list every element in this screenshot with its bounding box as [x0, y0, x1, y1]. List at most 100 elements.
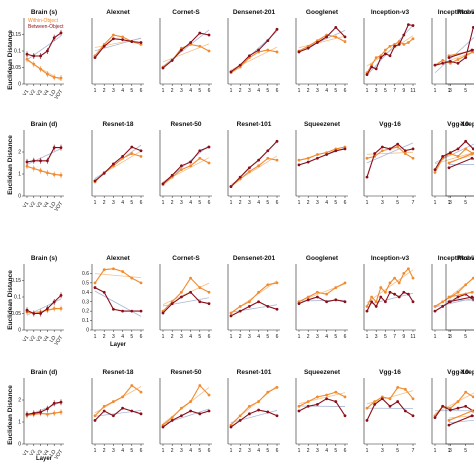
data-point — [297, 50, 301, 54]
trend-line — [162, 157, 210, 183]
data-point — [456, 147, 460, 151]
data-point — [102, 268, 106, 272]
data-point — [161, 182, 165, 186]
panel-title: Inception-v3 — [371, 9, 410, 16]
x-tick-label: 5 — [198, 200, 201, 206]
x-tick-label: 3 — [180, 200, 183, 206]
data-point — [441, 305, 445, 308]
panel-title: Alexnet — [106, 255, 130, 262]
data-point — [306, 160, 310, 164]
x-tick-label: 3 — [248, 200, 251, 206]
data-point — [130, 309, 134, 313]
data-point — [448, 151, 452, 155]
data-point — [447, 295, 451, 299]
y-tick-label: 0.3 — [82, 299, 89, 305]
data-point — [238, 305, 242, 308]
data-point — [334, 298, 338, 302]
row-y-label-0: Euclidean Distance — [7, 30, 14, 90]
data-point — [139, 412, 143, 416]
data-point — [456, 61, 460, 65]
data-point — [343, 281, 347, 285]
data-point — [46, 171, 49, 175]
x-axis-label: Layer — [36, 456, 53, 462]
x-tick-label: 2 — [307, 448, 310, 454]
data-point — [266, 410, 270, 414]
data-point — [325, 292, 328, 296]
data-point — [238, 63, 242, 67]
data-point — [411, 37, 415, 41]
data-point — [93, 179, 97, 183]
data-point — [297, 158, 301, 162]
data-point — [112, 162, 115, 166]
data-point — [93, 419, 97, 422]
data-point — [379, 56, 383, 59]
x-tick-label: 4 — [121, 200, 124, 206]
data-point — [441, 404, 445, 408]
panel-11: Resnet-101 1 2 3 4 5 6 — [227, 121, 280, 206]
trend-line — [26, 35, 62, 61]
data-point — [297, 404, 301, 408]
data-point — [170, 302, 174, 305]
data-point — [306, 295, 310, 299]
x-tick-label: 1 — [366, 88, 369, 94]
x-tick-label: 6 — [344, 448, 347, 454]
x-tick-label: 3 — [381, 200, 384, 206]
x-tick-label: 11 — [410, 88, 415, 94]
series-line — [26, 295, 62, 315]
series-line — [434, 391, 474, 417]
data-point — [257, 400, 260, 403]
x-tick-label: 5 — [464, 448, 467, 454]
data-point — [198, 412, 202, 416]
x-tick-label: 4 — [257, 448, 260, 454]
data-point — [207, 49, 211, 53]
trend-line — [94, 273, 142, 279]
data-point — [39, 67, 42, 71]
trend-line — [162, 29, 210, 67]
panel-title: Mobilene — [458, 9, 474, 16]
data-point — [207, 302, 211, 305]
x-tick-label: 2 — [103, 200, 106, 206]
data-point — [334, 400, 338, 403]
data-point — [447, 56, 451, 59]
trend-line — [230, 304, 278, 313]
data-point — [39, 169, 42, 173]
data-point — [59, 410, 63, 414]
data-point — [365, 419, 369, 422]
data-point — [180, 295, 183, 299]
data-point — [257, 408, 260, 412]
data-point — [374, 300, 378, 304]
row-y-label-2: Euclidean Distance — [7, 270, 14, 330]
data-point — [388, 397, 392, 401]
data-point — [238, 414, 242, 418]
data-point — [411, 24, 415, 27]
data-point — [297, 302, 301, 305]
series-line — [448, 157, 474, 169]
data-point — [470, 156, 474, 160]
series-line — [230, 386, 278, 426]
y-tick-label: 2 — [18, 398, 21, 404]
series-line — [94, 287, 141, 312]
y-tick-label: 0.05 — [11, 311, 21, 317]
x-tick-label: 4 — [189, 448, 192, 454]
data-point — [39, 159, 42, 163]
data-point — [448, 59, 452, 63]
panel-title: Densenet-201 — [233, 255, 276, 262]
data-point — [403, 409, 407, 413]
panel-title: Xceptio — [460, 369, 474, 376]
data-point — [471, 26, 474, 29]
trend-line — [162, 282, 210, 305]
data-point — [59, 146, 63, 150]
series-line — [298, 148, 346, 166]
row-y-label-3: Euclidean Distance — [7, 385, 14, 445]
x-tick-label: 1 — [434, 334, 437, 340]
y-tick-label: 0.6 — [82, 271, 89, 277]
data-point — [334, 26, 338, 29]
data-point — [379, 286, 383, 289]
data-point — [59, 400, 63, 404]
data-point — [180, 290, 183, 294]
panel-title: Squeezenet — [304, 369, 341, 376]
data-point — [229, 425, 233, 429]
panel-title: Xceptio — [460, 121, 474, 128]
